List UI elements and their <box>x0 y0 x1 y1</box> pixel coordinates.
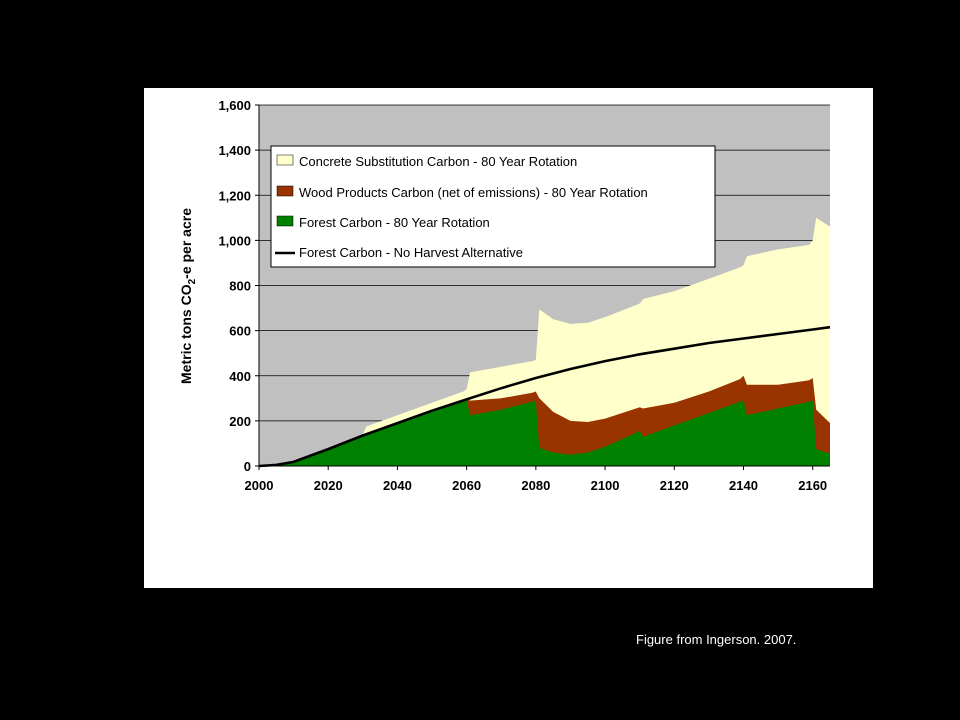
legend: Concrete Substitution Carbon - 80 Year R… <box>270 145 716 268</box>
y-tick-label-1600: 1,600 <box>218 98 251 113</box>
area-series-forest <box>259 400 830 466</box>
y-axis-label: Metric tons CO2-e per acre <box>178 208 198 384</box>
y-axis-label-part-1: Metric tons CO <box>178 284 194 384</box>
x-tick-label-2080: 2080 <box>521 478 550 493</box>
legend-label-forest: Forest Carbon - 80 Year Rotation <box>299 215 490 230</box>
y-tick-label-1400: 1,400 <box>218 143 251 158</box>
y-tick-label-1200: 1,200 <box>218 188 251 203</box>
y-tick-label-0: 0 <box>244 459 251 474</box>
x-tick-label-2000: 2000 <box>245 478 274 493</box>
legend-swatch-wood <box>276 185 294 197</box>
line-series <box>258 325 831 468</box>
figure-caption: Figure from Ingerson. 2007. <box>636 632 797 647</box>
x-tick-label-2060: 2060 <box>452 478 481 493</box>
y-tick-labels: 0 200 400 600 800 1,000 1,200 1,400 1,600 <box>218 98 251 474</box>
y-tick-label-400: 400 <box>229 369 251 384</box>
x-tick-label-2120: 2120 <box>660 478 689 493</box>
legend-label-wood: Wood Products Carbon (net of emissions) … <box>299 185 648 200</box>
legend-box <box>270 145 716 268</box>
y-tick-label-800: 800 <box>229 279 251 294</box>
y-axis-label-subscript: 2 <box>187 278 198 284</box>
x-tick-label-2040: 2040 <box>383 478 412 493</box>
x-tick-label-2160: 2160 <box>798 478 827 493</box>
figure-panel: 0 200 400 600 800 1,000 1,200 1,400 1,600 2000 20… <box>144 88 873 588</box>
y-tick-label-1000: 1,000 <box>218 233 251 248</box>
legend-swatch-forest <box>276 215 294 227</box>
y-tick-label-600: 600 <box>229 324 251 339</box>
y-axis-label-part-2: -e per acre <box>178 208 194 279</box>
axes <box>255 104 830 470</box>
legend-label-no-harvest: Forest Carbon - No Harvest Alternative <box>299 245 523 260</box>
y-tick-label-200: 200 <box>229 414 251 429</box>
x-tick-label-2100: 2100 <box>591 478 620 493</box>
line-series-no-harvest <box>258 325 831 468</box>
x-tick-labels: 2000 2020 2040 2060 2080 2100 2120 2140 2160 <box>245 478 828 493</box>
x-tick-label-2140: 2140 <box>729 478 758 493</box>
legend-label-concrete: Concrete Substitution Carbon - 80 Year R… <box>299 154 577 169</box>
area-series <box>259 217 830 466</box>
legend-swatch-concrete <box>276 154 294 166</box>
x-tick-label-2020: 2020 <box>314 478 343 493</box>
